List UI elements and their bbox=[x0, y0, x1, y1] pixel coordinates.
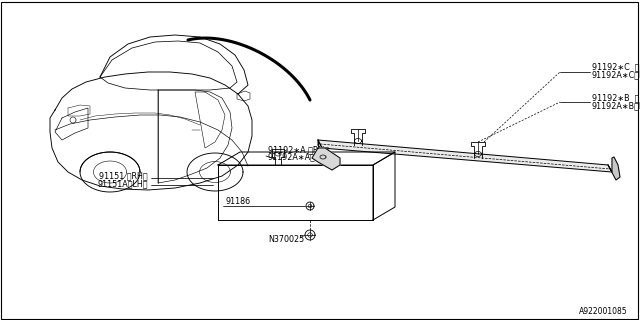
Text: 91151A〈LH〉: 91151A〈LH〉 bbox=[97, 180, 148, 188]
Text: 91192∗C  〈RH〉: 91192∗C 〈RH〉 bbox=[592, 62, 640, 71]
Text: 91192∗A 〈RH〉: 91192∗A 〈RH〉 bbox=[268, 146, 329, 155]
Polygon shape bbox=[318, 140, 612, 172]
Text: 91186: 91186 bbox=[225, 197, 250, 206]
Polygon shape bbox=[318, 140, 322, 153]
Text: 91192A∗B〈LH〉: 91192A∗B〈LH〉 bbox=[592, 101, 640, 110]
Text: 91192A∗C〈LH〉: 91192A∗C〈LH〉 bbox=[592, 70, 640, 79]
Text: A922001085: A922001085 bbox=[579, 308, 628, 316]
Text: 91192A∗A〈LH〉: 91192A∗A〈LH〉 bbox=[268, 153, 331, 162]
Polygon shape bbox=[312, 148, 340, 170]
Text: 91192∗B  〈RH〉: 91192∗B 〈RH〉 bbox=[592, 93, 640, 102]
Text: N370025: N370025 bbox=[268, 235, 304, 244]
Polygon shape bbox=[608, 157, 620, 180]
Text: 91151 〈RH〉: 91151 〈RH〉 bbox=[99, 172, 148, 180]
